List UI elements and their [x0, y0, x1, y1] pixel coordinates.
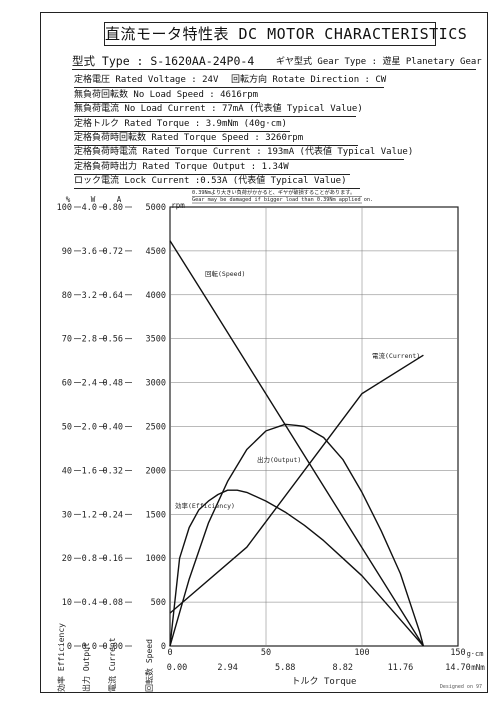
series-line-speed: [169, 240, 424, 647]
tick-label-output: 2.0: [82, 423, 97, 433]
tick-label-current: 0.80: [103, 203, 123, 213]
unit-label-efficiency: %: [66, 195, 71, 204]
tick-label-output: 1.6: [82, 466, 97, 476]
x-top-tick-label: 100: [354, 648, 369, 658]
rated-torque-output: 定格負荷時出力 Rated Torque Output : 1.34W: [74, 162, 289, 172]
tick-label-efficiency: 50: [62, 423, 72, 433]
spec-underline: [74, 159, 404, 160]
sheet-title: 直流モータ特性表 DC MOTOR CHARACTERISTICS: [104, 22, 467, 46]
tick-label-current: 0.08: [103, 598, 123, 608]
x-top-tick-label: 0: [167, 648, 172, 658]
x-bottom-tick-label: 14.70: [445, 663, 471, 673]
tick-label-speed: 1000: [146, 554, 166, 564]
tick-label-efficiency: 90: [62, 247, 72, 257]
tick-label-output: 3.6: [82, 247, 97, 257]
model-underline: [72, 69, 476, 70]
axis-title-output: 出力 Output: [81, 642, 91, 692]
x-top-unit: g·cm: [467, 650, 484, 658]
series-label-output: 出力(Output): [257, 455, 301, 464]
rotate-direction: 回転方向 Rotate Direction : CW: [231, 75, 387, 85]
x-bottom-tick-label: 11.76: [388, 663, 414, 673]
spec-underline: [74, 188, 360, 189]
x-axis-title: トルク Torque: [292, 676, 357, 687]
x-top-tick-label: 50: [261, 648, 271, 658]
tick-label-speed: 0: [161, 642, 166, 652]
warning-en: Gear may be damaged if bigger load than …: [192, 197, 373, 203]
tick-label-speed: 1500: [146, 510, 166, 520]
tick-label-current: 0.24: [103, 510, 123, 520]
gear-type: ギヤ型式 Gear Type : 遊星 Planetary Gear: [276, 57, 482, 67]
spec-underline: [74, 145, 358, 146]
tick-label-speed: 2500: [146, 423, 166, 433]
tick-label-output: 0.0: [82, 642, 97, 652]
tick-label-current: 0.00: [103, 642, 123, 652]
tick-label-output: 3.2: [82, 291, 97, 301]
tick-label-speed: 3000: [146, 379, 166, 389]
series-line-output: [169, 423, 425, 647]
tick-label-output: 4.0: [82, 203, 97, 213]
tick-label-speed: 4000: [146, 291, 166, 301]
rated-torque-speed: 定格負荷時回転数 Rated Torque Speed : 3260rpm: [74, 133, 304, 143]
tick-label-speed: 4500: [146, 247, 166, 257]
tick-label-speed: 5000: [146, 203, 166, 213]
tick-label-output: 0.8: [82, 554, 97, 564]
no-load-current: 無負荷電流 No Load Current : 77mA (代表値 Typica…: [74, 104, 363, 114]
x-bottom-tick-label: 5.88: [275, 663, 295, 673]
tick-label-output: 0.4: [82, 598, 97, 608]
rated-voltage: 定格電圧 Rated Voltage : 24V: [74, 75, 219, 85]
tick-label-speed: 500: [151, 598, 166, 608]
unit-label-speed: rpm: [171, 201, 185, 210]
tick-label-efficiency: 10: [62, 598, 72, 608]
spec-sheet: [40, 12, 488, 693]
axis-title-current: 電流 Current: [107, 637, 117, 692]
axis-title-speed: 回転数 Speed: [144, 639, 154, 692]
tick-label-efficiency: 0: [67, 642, 72, 652]
spec-underline: [74, 87, 384, 88]
lock-current: ロック電流 Lock Current :0.53A (代表値 Typical V…: [74, 176, 347, 186]
tick-label-current: 0.16: [103, 554, 123, 564]
series-label-current: 電流(Current): [372, 351, 420, 360]
tick-label-speed: 3500: [146, 335, 166, 345]
rated-torque-current: 定格負荷時電流 Rated Torque Current : 193mA (代表…: [74, 147, 414, 157]
tick-label-efficiency: 100: [57, 203, 72, 213]
no-load-speed: 無負荷回転数 No Load Speed : 4616rpm: [74, 90, 259, 100]
model-type: 型式 Type : S-1620AA-24P0-4: [72, 54, 255, 68]
axis-title-efficiency: 効率 Efficiency: [56, 623, 66, 692]
series-line-current: [169, 354, 424, 614]
series-label-speed: 回転(Speed): [205, 270, 245, 278]
tick-label-current: 0.40: [103, 423, 123, 433]
tick-label-output: 2.4: [82, 379, 97, 389]
spec-underline: [74, 131, 290, 132]
tick-label-output: 2.8: [82, 335, 97, 345]
tick-label-current: 0.72: [103, 247, 123, 257]
x-bottom-unit: mNm: [471, 663, 485, 672]
spec-underline: [74, 116, 356, 117]
spec-underline: [74, 174, 350, 175]
tick-label-efficiency: 70: [62, 335, 72, 345]
tick-label-current: 0.48: [103, 379, 123, 389]
tick-label-efficiency: 40: [62, 466, 72, 476]
tick-label-output: 1.2: [82, 510, 97, 520]
tick-label-current: 0.56: [103, 335, 123, 345]
spec-underline: [74, 102, 260, 103]
series-line-efficiency: [169, 489, 424, 647]
footer-note: Designed on 97: [440, 684, 482, 690]
tick-label-efficiency: 30: [62, 510, 72, 520]
warning-jp: 0.39Nmより大きい負荷がかかると、ギヤが破損することがあります。: [192, 188, 355, 196]
rated-torque: 定格トルク Rated Torque : 3.9mNm (40g·cm): [74, 119, 287, 129]
x-top-tick-label: 150: [450, 648, 465, 658]
tick-label-speed: 2000: [146, 466, 166, 476]
unit-label-output: W: [91, 195, 96, 204]
x-bottom-tick-label: 8.82: [333, 663, 353, 673]
tick-label-current: 0.32: [103, 466, 123, 476]
tick-label-efficiency: 60: [62, 379, 72, 389]
series-label-efficiency: 効率(Efficiency): [175, 501, 235, 510]
unit-label-current: A: [117, 195, 122, 204]
x-bottom-tick-label: 0.00: [167, 663, 187, 673]
tick-label-efficiency: 80: [62, 291, 72, 301]
x-bottom-tick-label: 2.94: [217, 663, 237, 673]
tick-label-current: 0.64: [103, 291, 123, 301]
tick-label-efficiency: 20: [62, 554, 72, 564]
